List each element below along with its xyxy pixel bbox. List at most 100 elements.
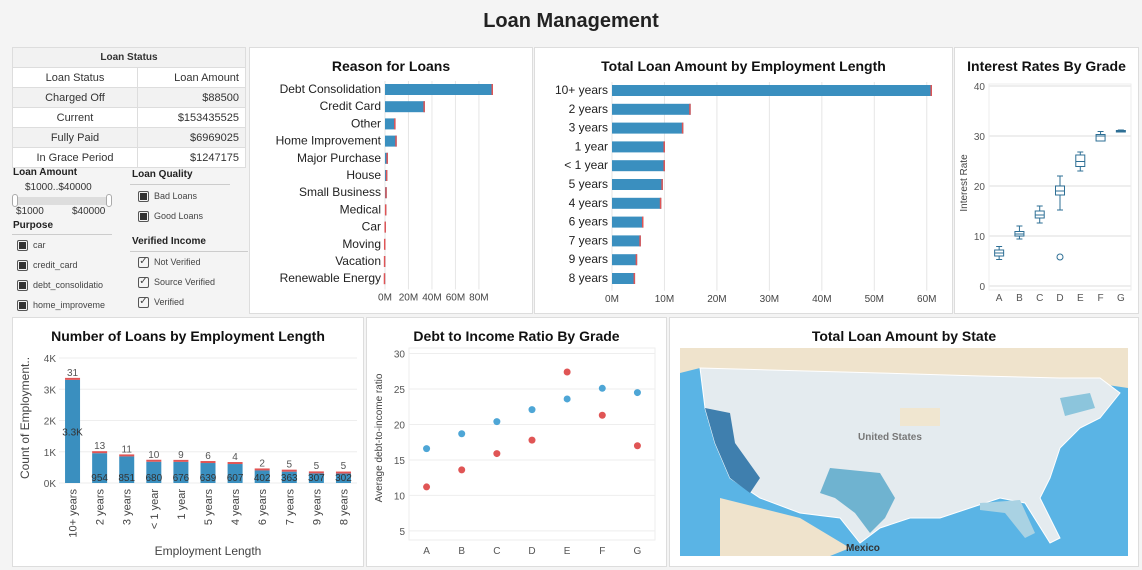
tick-label: B bbox=[1016, 293, 1023, 304]
state-california[interactable] bbox=[705, 408, 760, 493]
point-red bbox=[423, 483, 431, 491]
outlier bbox=[1056, 253, 1064, 261]
tick-label: 25 bbox=[394, 385, 406, 396]
reason-chart: 0M 20M 40M 60M 80M Debt Consolidation Credit C… bbox=[276, 81, 493, 303]
loan-quality-option[interactable]: Bad Loans bbox=[138, 190, 197, 202]
chart-title: Total Loan Amount by State bbox=[811, 328, 997, 344]
option-label: Not Verified bbox=[154, 257, 201, 267]
checkbox-icon[interactable] bbox=[17, 299, 28, 311]
category-label: Credit Card bbox=[320, 99, 381, 113]
tick-label: A bbox=[996, 293, 1003, 304]
data-label: 13 bbox=[94, 441, 106, 452]
bar-bad-segment bbox=[254, 468, 270, 471]
data-label: 307 bbox=[308, 473, 325, 484]
category-label: Other bbox=[351, 116, 381, 130]
cell: $88500 bbox=[136, 87, 247, 108]
point-blue bbox=[598, 384, 606, 392]
interest-panel: Interest Rates By Grade 0 10 20 30 40 Interes… bbox=[954, 47, 1139, 314]
verified-income-option[interactable]: ✓ Source Verified bbox=[138, 276, 215, 288]
category-label: Renewable Energy bbox=[280, 271, 381, 285]
state-map[interactable]: United States Mexico bbox=[680, 348, 1128, 556]
checkmark-icon[interactable]: ✓ bbox=[138, 256, 149, 268]
tick-label: 10+ years bbox=[68, 489, 80, 538]
tick-label: 15 bbox=[394, 456, 406, 467]
state-new-york[interactable] bbox=[1060, 393, 1095, 416]
checkbox-icon[interactable] bbox=[138, 190, 149, 202]
tick-label: C bbox=[1036, 293, 1043, 304]
bar-bad-segment bbox=[689, 103, 691, 115]
loan-amount-label: Loan Amount bbox=[13, 167, 78, 178]
bar bbox=[612, 235, 641, 247]
bar-bad-segment bbox=[659, 197, 662, 209]
bar bbox=[612, 85, 932, 96]
chart-title: Number of Loans by Employment Length bbox=[51, 328, 325, 344]
data-label: 5 bbox=[341, 461, 347, 472]
cell: $1247175 bbox=[136, 147, 247, 168]
tick-label: 20M bbox=[399, 292, 418, 303]
bar-bad-segment bbox=[384, 221, 386, 233]
category-label: Debt Consolidation bbox=[280, 82, 381, 96]
tick-label: 8 years bbox=[338, 489, 350, 526]
option-label: Verified bbox=[154, 297, 185, 307]
bar-bad-segment bbox=[200, 461, 216, 464]
employment-amount-panel: Total Loan Amount by Employment Length 0… bbox=[534, 47, 953, 314]
tick-label: 4K bbox=[44, 354, 57, 365]
data-label: 607 bbox=[227, 473, 244, 484]
option-label: home_improveme bbox=[33, 300, 106, 310]
category-label: 6 years bbox=[569, 215, 608, 229]
tick-label: 20M bbox=[707, 294, 726, 305]
slider-min-handle[interactable] bbox=[12, 194, 18, 207]
verified-income-option[interactable]: ✓ Verified bbox=[138, 296, 184, 308]
bar bbox=[385, 84, 493, 95]
slider-max-handle[interactable] bbox=[106, 194, 112, 207]
bar bbox=[612, 103, 691, 115]
dti-panel: Debt to Income Ratio By Grade 5 10 15 20 25 3… bbox=[366, 317, 667, 567]
data-label: 954 bbox=[91, 473, 108, 484]
checkbox-icon[interactable] bbox=[138, 210, 149, 222]
data-label: 10 bbox=[148, 450, 160, 461]
category-label: 8 years bbox=[569, 271, 608, 285]
checkmark-icon[interactable]: ✓ bbox=[138, 296, 149, 308]
chart-title: Total Loan Amount by Employment Length bbox=[601, 58, 886, 74]
slider-min-label: $1000 bbox=[16, 206, 44, 217]
bar-bad-segment bbox=[383, 256, 386, 267]
tick-label: 40M bbox=[812, 294, 831, 305]
loan-amount-range: $1000..$40000 bbox=[25, 182, 92, 193]
bar bbox=[92, 453, 108, 483]
point-blue bbox=[493, 418, 501, 426]
us-states[interactable] bbox=[699, 367, 1121, 544]
bar bbox=[612, 197, 662, 209]
purpose-option[interactable]: credit_card bbox=[17, 259, 78, 271]
loan-quality-option[interactable]: Good Loans bbox=[138, 210, 203, 222]
checkmark-icon[interactable]: ✓ bbox=[138, 276, 149, 288]
purpose-option[interactable]: car bbox=[17, 239, 46, 251]
bar bbox=[200, 463, 216, 483]
checkbox-icon[interactable] bbox=[17, 259, 28, 271]
checkbox-icon[interactable] bbox=[17, 239, 28, 251]
tick-label: 7 years bbox=[284, 489, 296, 526]
table-row: Fully Paid $6969025 bbox=[12, 127, 247, 148]
tick-label: F bbox=[599, 546, 605, 557]
bar-bad-segment bbox=[681, 122, 684, 134]
bar-bad-segment bbox=[119, 454, 135, 457]
verified-income-option[interactable]: ✓ Not Verified bbox=[138, 256, 201, 268]
bar-bad-segment bbox=[394, 118, 396, 130]
tick-label: 40M bbox=[422, 292, 441, 303]
bar bbox=[612, 141, 665, 153]
category-label: 2 years bbox=[569, 102, 608, 116]
tick-label: 5 years bbox=[203, 489, 215, 526]
purpose-option[interactable]: home_improveme bbox=[17, 299, 105, 311]
state-texas[interactable] bbox=[820, 468, 895, 533]
state-florida[interactable] bbox=[980, 500, 1035, 538]
tick-label: G bbox=[634, 546, 642, 557]
state-kansas[interactable] bbox=[900, 408, 940, 426]
tick-label: 0 bbox=[979, 282, 985, 293]
checkbox-icon[interactable] bbox=[17, 279, 28, 291]
tick-label: 2 years bbox=[95, 489, 107, 526]
page-title: Loan Management bbox=[483, 10, 659, 32]
purpose-option[interactable]: debt_consolidatio bbox=[17, 279, 103, 291]
point-blue bbox=[528, 406, 536, 414]
column-header: Loan Status bbox=[12, 67, 138, 88]
bar-bad-segment bbox=[335, 471, 351, 474]
loan-amount-slider[interactable] bbox=[12, 194, 112, 207]
